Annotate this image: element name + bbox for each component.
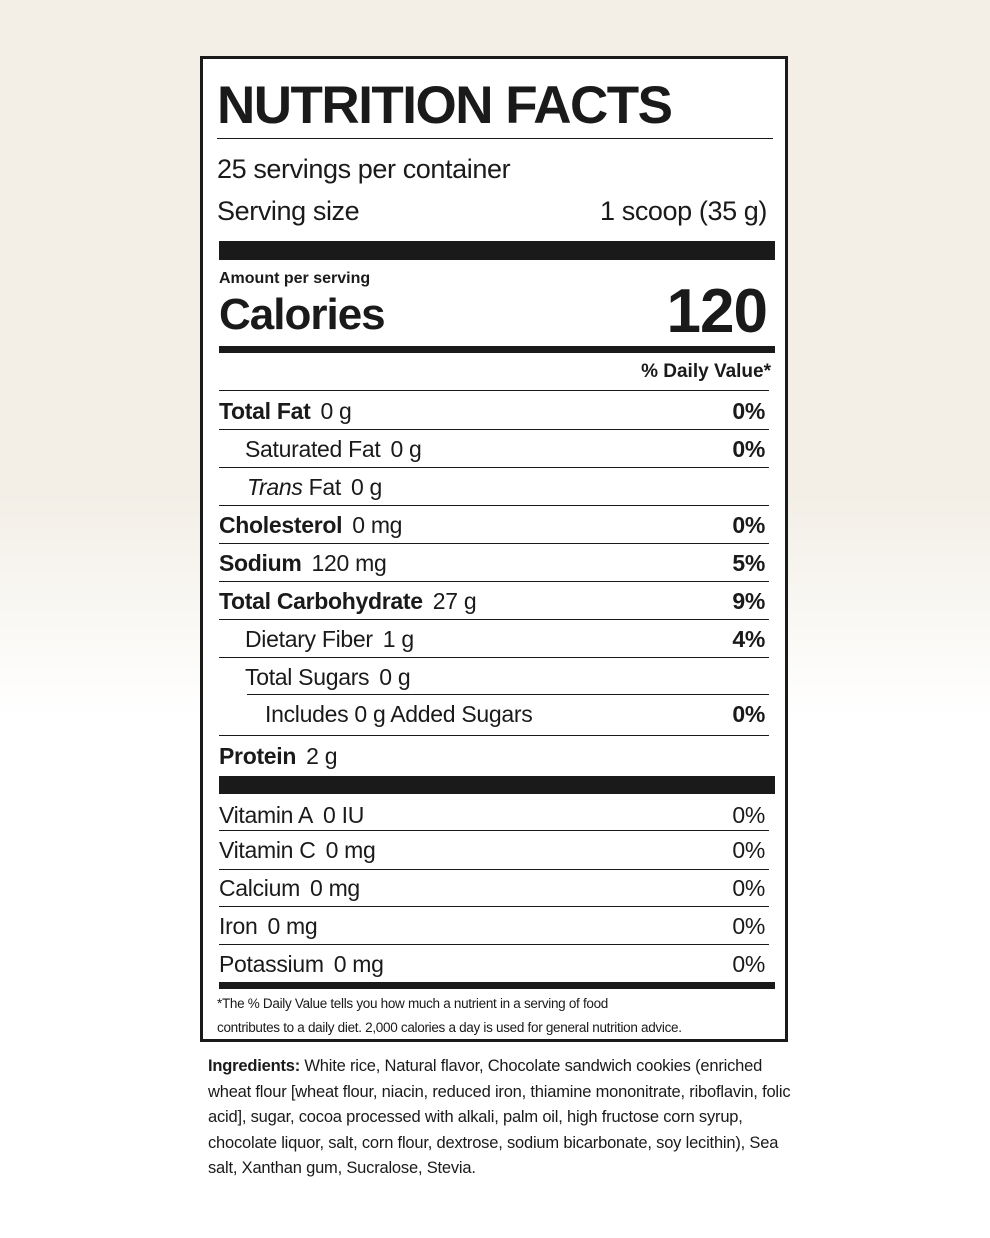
ingredients-label: Ingredients:: [208, 1057, 301, 1075]
footnote-line: contributes to a daily diet. 2,000 calor…: [217, 1020, 682, 1035]
nutrient-name: Protein: [219, 743, 297, 769]
title: NUTRITION FACTS: [217, 76, 673, 135]
thick-bar: [219, 346, 775, 353]
ingredients-text: White rice, Natural flavor, Chocolate sa…: [208, 1057, 791, 1177]
servings: 25 servings per container: [217, 154, 511, 184]
vitamin-dv: 0%: [732, 913, 765, 939]
vitamin-dv: 0%: [732, 951, 765, 977]
nutrient-name: Saturated Fat: [245, 436, 381, 462]
nutrient-amount: 0 g: [320, 398, 352, 424]
vitamin-dv: 0%: [732, 837, 765, 863]
thick-bar: [219, 776, 775, 794]
nutrient-name-italic: Trans: [247, 474, 303, 500]
rule: [219, 390, 769, 391]
vitamin-name: Iron: [219, 913, 258, 939]
nutrient-name: Total Carbohydrate: [219, 588, 423, 614]
rule: [219, 581, 769, 582]
nutrient-row: Protein 2 g: [219, 738, 769, 774]
nutrient-name: Cholesterol: [219, 512, 343, 538]
serving-size-value: 1 scoop (35 g): [600, 196, 767, 226]
rule: [219, 906, 769, 907]
nutrient-dv: 4%: [732, 626, 765, 652]
nutrition-label: NUTRITION FACTS 25 servings per containe…: [200, 56, 788, 1042]
nutrient-name: Dietary Fiber: [245, 626, 373, 652]
nutrient-row: Includes 0 g Added Sugars 0%: [219, 696, 769, 732]
rule: [219, 657, 769, 658]
vitamin-amount: 0 mg: [267, 913, 318, 939]
nutrient-row: Total Sugars 0 g: [219, 659, 769, 695]
vitamin-name: Vitamin C: [219, 837, 316, 863]
nutrient-row: Sodium 120 mg 5%: [219, 545, 769, 581]
nutrient-amount: 0 g: [379, 664, 411, 690]
calories-label: Calories: [219, 290, 386, 339]
nutrient-dv: 0%: [732, 398, 765, 424]
vitamin-dv: 0%: [732, 802, 765, 828]
ingredients: Ingredients: White rice, Natural flavor,…: [208, 1054, 798, 1182]
nutrient-row: Cholesterol 0 mg 0%: [219, 507, 769, 543]
nutrient-name: Fat: [308, 474, 342, 500]
calories-value: 120: [666, 277, 768, 346]
rule: [219, 869, 769, 870]
rule: [219, 467, 769, 468]
vitamin-row: Iron 0 mg 0%: [219, 908, 769, 944]
vitamin-row: Calcium 0 mg 0%: [219, 870, 769, 906]
nutrient-row: Trans Fat 0 g: [219, 469, 769, 505]
nutrient-dv: 0%: [732, 701, 765, 727]
vitamin-row: Potassium 0 mg 0%: [219, 946, 769, 982]
serving-size-label: Serving size: [217, 196, 360, 226]
nutrient-amount: 0 g: [390, 436, 422, 462]
nutrient-row: Dietary Fiber 1 g 4%: [219, 621, 769, 657]
thick-bar: [219, 982, 775, 989]
nutrient-name: Total Sugars: [245, 664, 370, 690]
rule: [217, 138, 773, 139]
nutrient-name: Total Fat: [219, 398, 311, 424]
nutrient-dv: 0%: [732, 436, 765, 462]
nutrient-dv: 0%: [732, 512, 765, 538]
nutrient-row: Saturated Fat 0 g 0%: [219, 431, 769, 467]
footnote-line: *The % Daily Value tells you how much a …: [217, 996, 609, 1011]
rule: [219, 944, 769, 945]
vitamin-row: Vitamin C 0 mg 0%: [219, 832, 769, 868]
rule: [219, 735, 769, 736]
nutrient-amount: 0 g: [350, 474, 383, 500]
vitamin-dv: 0%: [732, 875, 765, 901]
nutrient-amount: 1 g: [382, 626, 414, 652]
nutrient-dv: 9%: [732, 588, 765, 614]
vitamin-amount: 0 mg: [325, 837, 376, 863]
rule: [247, 694, 769, 695]
nutrient-dv: 5%: [732, 550, 765, 576]
nutrient-row: Total Fat 0 g 0%: [219, 393, 769, 429]
nutrient-row: Total Carbohydrate 27 g 9%: [219, 583, 769, 619]
rule: [219, 429, 769, 430]
vitamin-amount: 0 IU: [323, 802, 365, 828]
vitamin-amount: 0 mg: [333, 951, 384, 977]
vitamin-name: Potassium: [219, 951, 324, 977]
rule: [219, 619, 769, 620]
vitamin-name: Vitamin A: [219, 802, 314, 828]
nutrient-amount: 120 mg: [311, 550, 387, 576]
vitamin-amount: 0 mg: [309, 875, 360, 901]
thick-bar: [219, 241, 775, 260]
daily-value-header: % Daily Value*: [641, 361, 771, 382]
rule: [219, 505, 769, 506]
nutrient-amount: 2 g: [306, 743, 338, 769]
vitamin-name: Calcium: [219, 875, 300, 901]
nutrient-name: Includes 0 g Added Sugars: [265, 701, 533, 727]
rule: [219, 543, 769, 544]
nutrient-amount: 27 g: [432, 588, 477, 614]
amount-per-serving: Amount per serving: [219, 270, 371, 287]
rule: [219, 830, 769, 831]
vitamin-row: Vitamin A 0 IU 0%: [219, 797, 769, 833]
nutrient-amount: 0 mg: [352, 512, 403, 538]
nutrient-name: Sodium: [219, 550, 302, 576]
